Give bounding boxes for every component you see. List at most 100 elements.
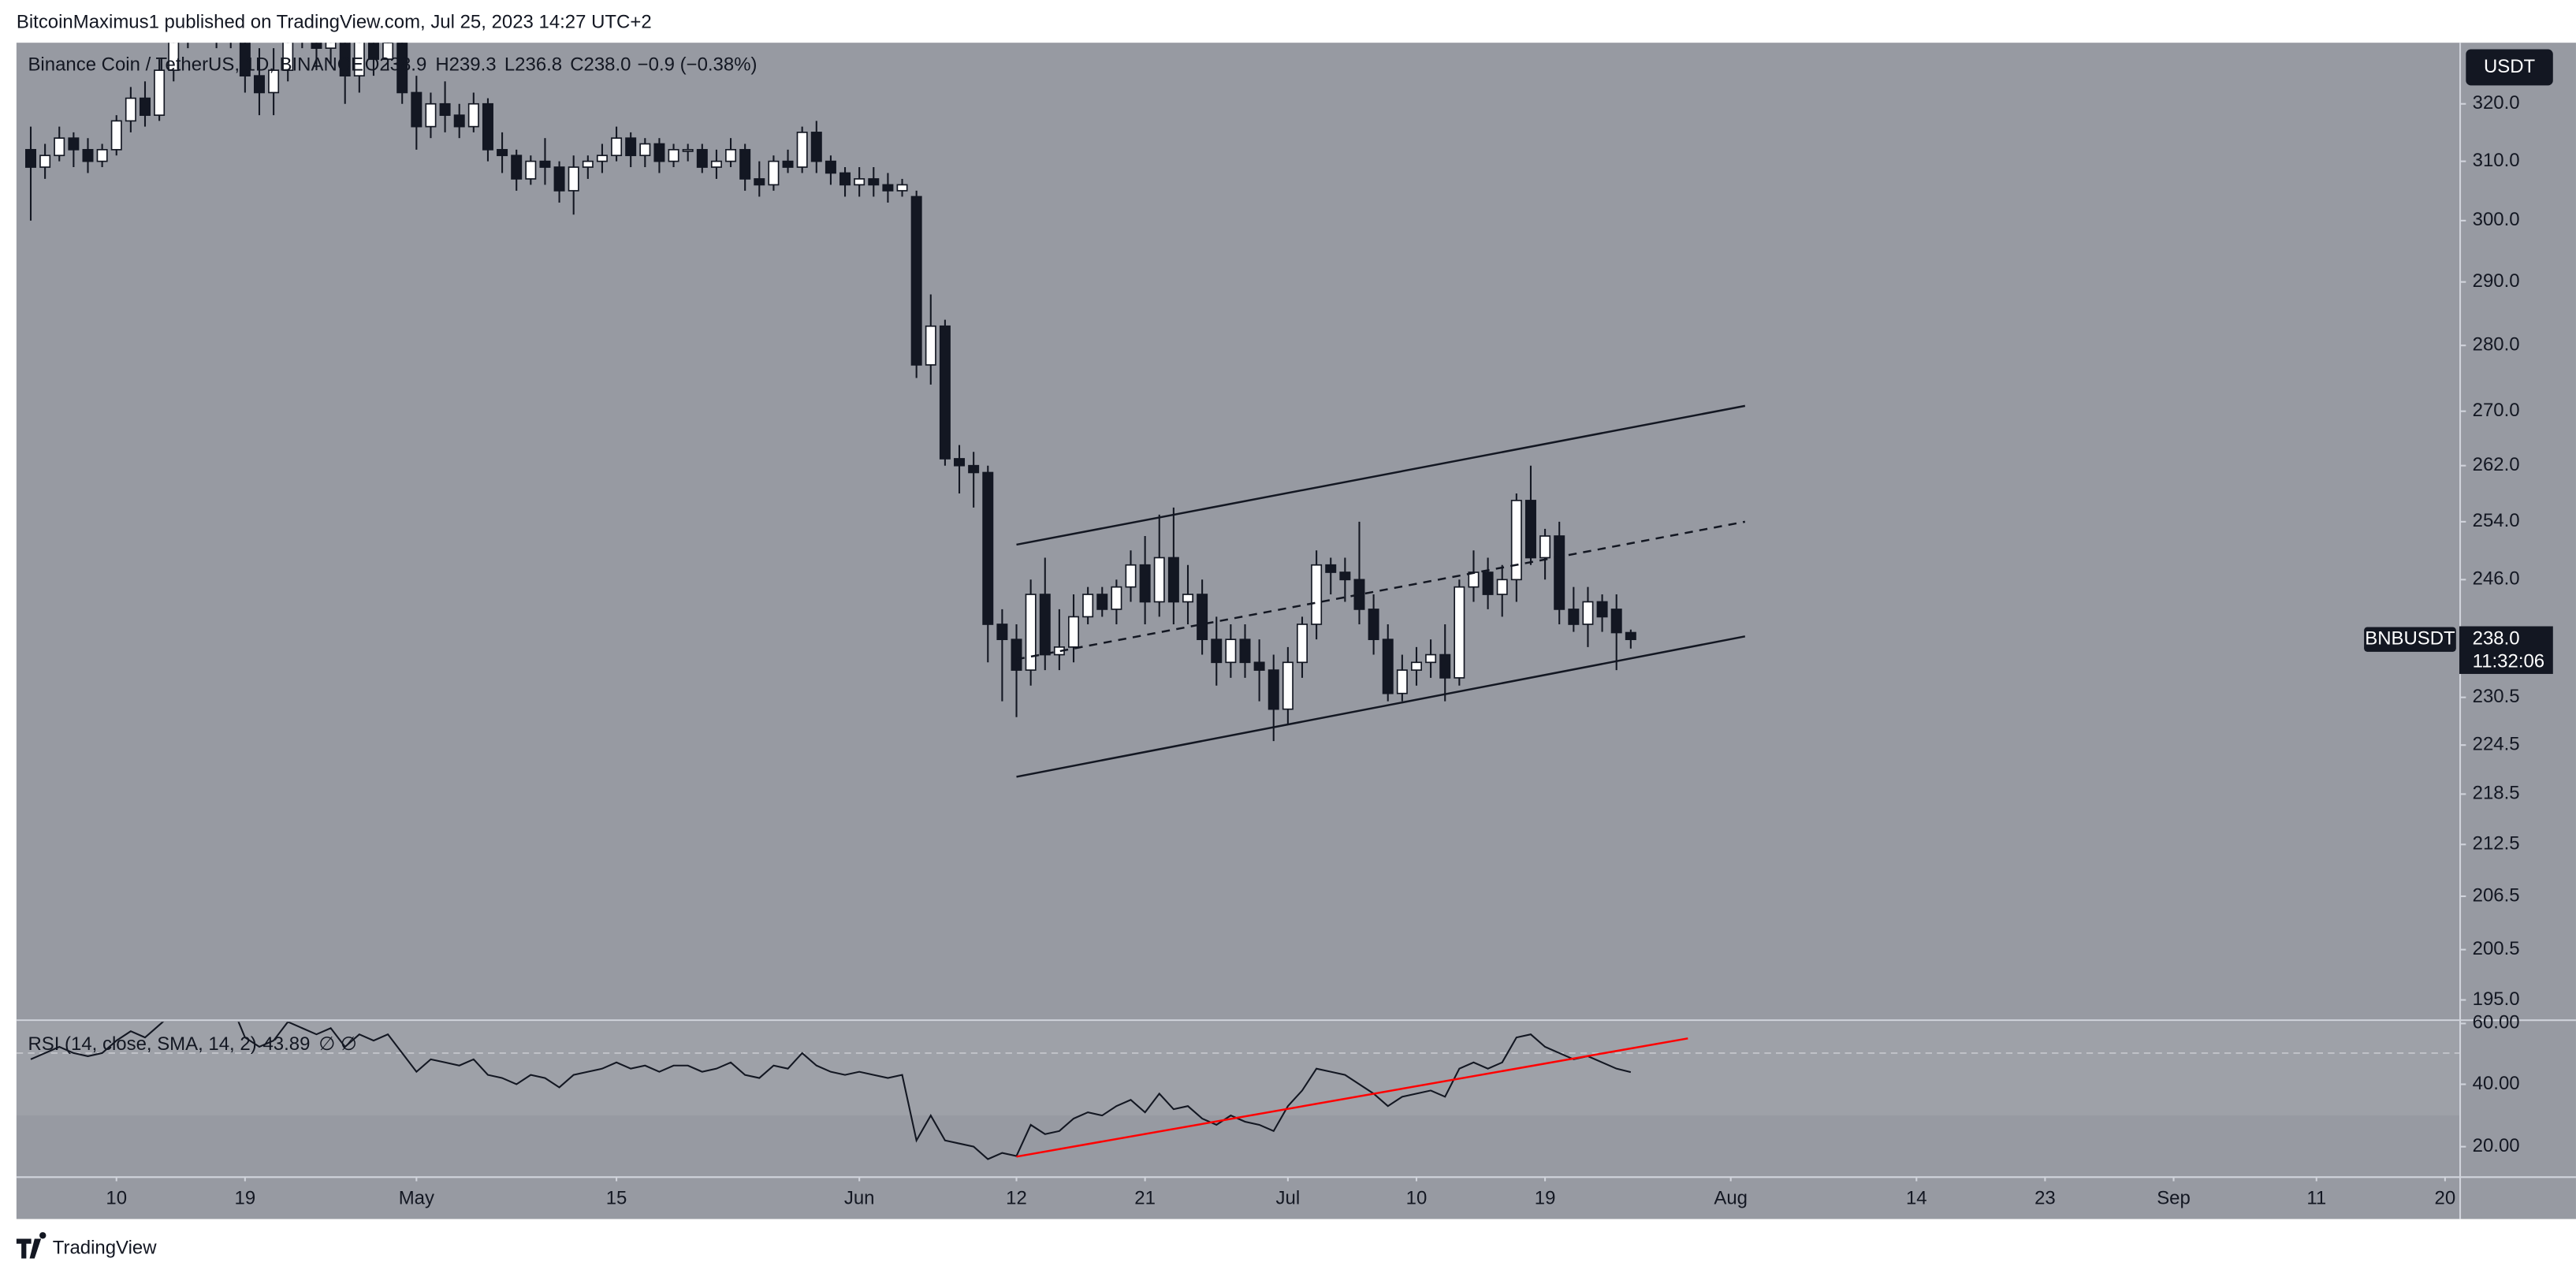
candle-body: [739, 149, 751, 180]
candle-body: [1311, 564, 1323, 625]
candle-body: [1524, 500, 1536, 559]
candle-body: [110, 120, 122, 151]
overlay: Binance Coin / TetherUS, 1D, BINANCE O23…: [28, 49, 2553, 1209]
candle-body: [353, 43, 365, 77]
candle-body: [1454, 586, 1465, 679]
x-tick-label: May: [399, 1188, 434, 1209]
symbol-title: Binance Coin / TetherUS, 1D, BINANCE: [28, 54, 363, 76]
candle-body: [1096, 594, 1108, 610]
candle-body: [511, 155, 523, 180]
candle-body: [25, 149, 36, 168]
candle-body: [925, 325, 936, 366]
candle-body: [968, 464, 980, 474]
candle-body: [1039, 594, 1051, 656]
x-tick-label: 19: [1535, 1188, 1556, 1209]
candle-body: [754, 178, 765, 186]
y-tick-label: 206.5: [2473, 884, 2520, 906]
candle-body: [68, 137, 80, 151]
candle-body: [1282, 661, 1294, 710]
candle-body: [1410, 661, 1422, 671]
brand-name: TradingView: [53, 1237, 158, 1258]
candle-body: [1082, 594, 1094, 618]
candle-body: [125, 97, 136, 122]
candle-body: [1125, 564, 1137, 588]
candle-body: [253, 75, 265, 94]
candle-body: [1211, 638, 1223, 664]
candle-body: [325, 43, 337, 49]
candle-body: [882, 184, 894, 192]
symbol-tag: [2364, 627, 2456, 652]
candle-body: [1625, 631, 1636, 641]
y-tick-label: 270.0: [2473, 400, 2520, 421]
candle-body: [1111, 586, 1122, 610]
candle-body: [825, 160, 836, 174]
candle-body: [782, 160, 794, 168]
x-tick-label: Jun: [844, 1188, 875, 1209]
rsi-y-tick-label: 20.00: [2473, 1135, 2520, 1156]
candle-body: [411, 91, 423, 128]
legend-low: L236.8: [504, 54, 562, 76]
candle-body: [396, 43, 408, 94]
countdown-label: 11:32:06: [2473, 651, 2544, 672]
y-tick-label: 200.5: [2473, 938, 2520, 959]
y-tick-label: 280.0: [2473, 334, 2520, 356]
candle-body: [439, 102, 451, 116]
candle-body: [1353, 579, 1365, 610]
candle-body: [1339, 571, 1351, 581]
x-tick-label: 12: [1006, 1188, 1027, 1209]
y-tick-label: 320.0: [2473, 92, 2520, 114]
candle-body: [1025, 594, 1037, 671]
y-tick-label: 310.0: [2473, 150, 2520, 171]
candle-body: [625, 137, 637, 157]
candle-body: [453, 114, 465, 128]
candle-body: [311, 43, 322, 49]
candle-body: [1197, 594, 1208, 641]
currency-box[interactable]: [2466, 49, 2553, 86]
candle-body: [1539, 535, 1551, 559]
candle-body: [725, 149, 737, 162]
candle-body: [1482, 571, 1494, 595]
x-tick-label: Sep: [2157, 1188, 2191, 1209]
x-tick-label: 15: [606, 1188, 627, 1209]
candle-body: [1596, 601, 1608, 618]
candle-body: [1153, 557, 1165, 603]
candle-body: [982, 471, 994, 625]
rsi-value: 43.89: [262, 1033, 310, 1055]
candle-body: [1011, 638, 1022, 671]
candle-body: [268, 69, 280, 94]
candle-body: [839, 172, 851, 186]
candle-body: [682, 149, 694, 152]
y-tick-label: 195.0: [2473, 988, 2520, 1010]
x-tick-label: Jul: [1276, 1188, 1301, 1209]
legend-change: −0.9 (−0.38%): [638, 54, 758, 76]
price-tag-label: 238.0: [2473, 628, 2520, 650]
x-tick-label: 14: [1906, 1188, 1927, 1209]
candle-body: [810, 132, 822, 162]
candle-body: [696, 149, 708, 168]
candle-body: [1167, 557, 1179, 603]
candle-body: [639, 143, 651, 157]
x-tick-label: 21: [1134, 1188, 1156, 1209]
candle-body: [367, 43, 379, 60]
candle-body: [1582, 601, 1594, 625]
x-tick-label: 10: [106, 1188, 127, 1209]
candle-body: [1068, 616, 1080, 648]
candle-body: [868, 178, 880, 186]
publish-note: BitcoinMaximus1 published on TradingView…: [17, 12, 652, 33]
symbol-tag-label: BNBUSDT: [2365, 628, 2455, 650]
candle-body: [139, 97, 151, 116]
rsi-pane: [16, 1022, 2459, 1160]
candle-body: [1239, 638, 1251, 664]
candle-body: [467, 102, 479, 128]
candle-body: [382, 43, 394, 60]
candle-body: [1382, 638, 1394, 694]
rsi-extra: ∅ ∅: [318, 1033, 356, 1055]
currency-label[interactable]: USDT: [2484, 56, 2536, 77]
candle-body: [939, 325, 951, 460]
candle-body: [596, 155, 608, 162]
candle-body: [1182, 594, 1193, 603]
y-tick-label: 246.0: [2473, 568, 2520, 590]
x-tick-label: 23: [2034, 1188, 2056, 1209]
candle-body: [653, 143, 665, 162]
